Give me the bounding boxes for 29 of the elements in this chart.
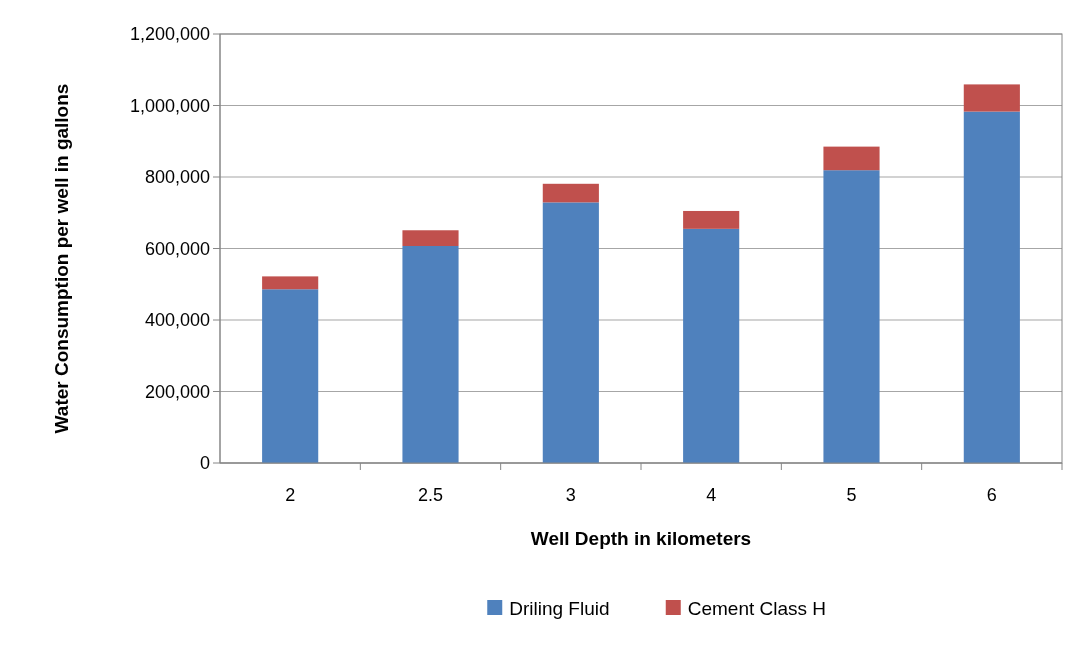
bar [542,183,599,203]
bar [683,210,740,229]
x-axis-title: Well Depth in kilometers [530,528,752,549]
bar [262,289,319,463]
y-tick-label: 0 [199,453,210,474]
bar [683,228,740,463]
legend-label: Driling Fluid [509,597,610,619]
legend-label: Cement Class H [687,597,827,619]
bar [402,230,459,246]
bar [542,202,599,463]
bar [963,84,1020,112]
x-tick-label: 5 [846,485,857,505]
x-tick-label: 3 [565,485,576,505]
y-tick-label: 1,200,000 [129,24,210,45]
y-tick-label: 600,000 [144,238,210,259]
y-tick-label: 1,000,000 [129,95,210,116]
y-tick-label: 400,000 [144,310,210,331]
y-tick-label: 200,000 [144,381,210,402]
x-tick-label: 2 [285,485,296,505]
bar [823,170,880,463]
bar [963,111,1020,463]
x-tick-label: 2.5 [417,485,444,505]
y-axis-title: Water Consumption per well in gallons [51,83,72,434]
bar [262,276,319,290]
bar [402,246,459,463]
y-tick-label: 800,000 [144,167,210,188]
x-tick-label: 6 [986,485,997,505]
bar [823,146,880,171]
x-tick-label: 4 [706,485,717,505]
